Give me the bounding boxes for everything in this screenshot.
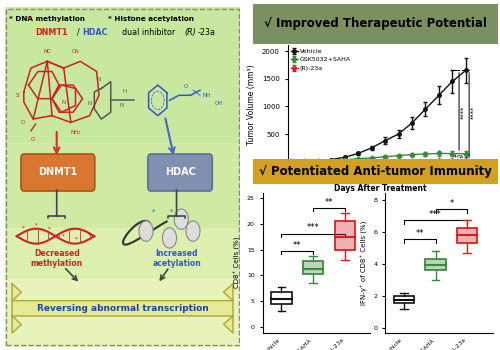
Text: *: * (48, 226, 51, 231)
Circle shape (174, 209, 188, 229)
Text: NH: NH (203, 93, 211, 98)
Bar (426, 259, 446, 271)
Y-axis label: IFN-γ⁺ of CD8⁺ Cells (%): IFN-γ⁺ of CD8⁺ Cells (%) (360, 220, 368, 305)
Text: ****: **** (470, 105, 476, 119)
Y-axis label: Tumor Volume (mm³): Tumor Volume (mm³) (248, 65, 256, 145)
Text: N: N (62, 99, 66, 105)
Text: ***: *** (306, 223, 320, 232)
Text: *: * (26, 16, 30, 22)
Text: Reversing abnormal transcription: Reversing abnormal transcription (36, 304, 208, 313)
Text: HDAC: HDAC (164, 167, 196, 177)
Bar (272, 292, 291, 304)
Text: acetylation: acetylation (152, 259, 201, 268)
Bar (457, 228, 477, 243)
Bar (5, 228, 240, 346)
Text: methylation: methylation (30, 259, 83, 268)
Text: /: / (76, 28, 80, 37)
Text: *: * (62, 234, 64, 239)
Text: * DNA methylation: * DNA methylation (10, 16, 86, 22)
Text: HDAC: HDAC (82, 28, 108, 37)
Text: O: O (31, 137, 36, 142)
Text: √ Improved Therapeutic Potential: √ Improved Therapeutic Potential (264, 17, 486, 30)
Polygon shape (12, 284, 233, 333)
Text: DNMT1: DNMT1 (36, 28, 68, 37)
Text: **: ** (416, 229, 424, 238)
Bar (5, 143, 240, 346)
Y-axis label: CD8⁺ Cells (%): CD8⁺ Cells (%) (234, 237, 241, 288)
Text: Increased: Increased (156, 248, 198, 258)
Bar (426, 259, 446, 271)
Text: *: * (152, 209, 154, 215)
Text: * Histone acetylation: * Histone acetylation (108, 16, 194, 22)
Bar (457, 228, 477, 243)
Text: O: O (184, 84, 188, 89)
Text: *: * (35, 222, 38, 227)
X-axis label: Days After Treatment: Days After Treatment (334, 184, 426, 193)
Text: ***: *** (429, 210, 442, 219)
Text: DNMT1: DNMT1 (38, 167, 78, 177)
Bar (5, 279, 240, 346)
Text: ns: ns (456, 154, 464, 159)
Text: ****: **** (460, 105, 466, 119)
Text: *: * (170, 209, 173, 215)
Bar (334, 221, 355, 250)
Bar (334, 221, 355, 250)
Text: O: O (20, 120, 25, 125)
Legend: Vehicle, GSK5032+SAHA, (R)-23a: Vehicle, GSK5032+SAHA, (R)-23a (290, 49, 351, 71)
Bar (303, 261, 323, 274)
Text: N: N (120, 103, 124, 108)
FancyBboxPatch shape (21, 154, 95, 191)
Text: *: * (129, 16, 132, 22)
Text: *: * (22, 226, 25, 231)
Circle shape (162, 228, 176, 248)
Text: NH₂: NH₂ (70, 130, 81, 135)
Text: N: N (97, 77, 101, 83)
Text: NC: NC (44, 49, 51, 54)
Text: (R): (R) (185, 28, 196, 37)
Bar (394, 296, 414, 303)
Text: OH: OH (214, 101, 223, 106)
Text: dual inhibitor: dual inhibitor (122, 28, 178, 37)
Text: *: * (74, 237, 78, 242)
Text: √ Potentiated Anti-tumor Immunity: √ Potentiated Anti-tumor Immunity (258, 165, 492, 178)
FancyBboxPatch shape (148, 154, 212, 191)
Text: H: H (123, 89, 127, 94)
Text: *: * (88, 233, 90, 238)
Text: S: S (16, 93, 20, 98)
Text: N: N (88, 101, 92, 106)
Text: **: ** (293, 240, 302, 250)
Circle shape (139, 221, 153, 241)
Text: CN: CN (72, 49, 80, 54)
Bar (303, 261, 323, 274)
Circle shape (186, 221, 200, 241)
Text: **: ** (324, 197, 333, 206)
Text: *: * (450, 198, 454, 208)
Text: Decreased: Decreased (34, 248, 80, 258)
Text: -23a: -23a (198, 28, 216, 37)
